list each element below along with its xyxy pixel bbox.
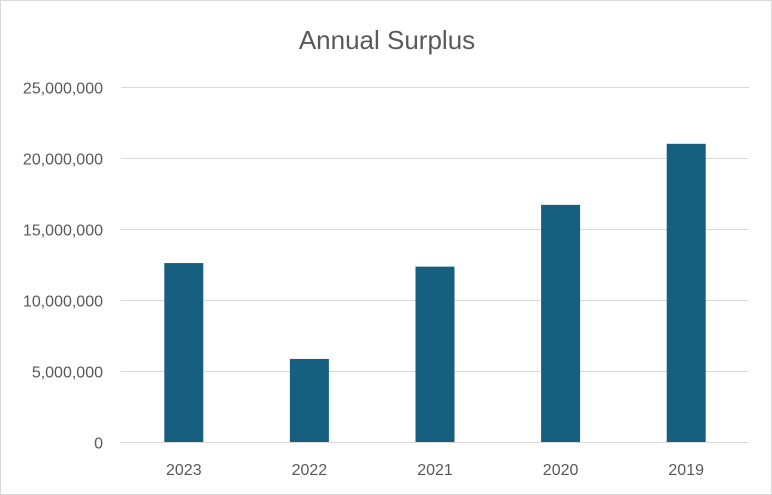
- bar-2021: [415, 266, 455, 442]
- x-tick-label: 2019: [668, 462, 704, 479]
- y-tick-label: 10,000,000: [23, 294, 103, 311]
- bar-2022: [289, 358, 329, 442]
- chart-title: Annual Surplus: [299, 25, 475, 55]
- y-axis-tick-labels: 0 5,000,000 10,000,000 15,000,000 20,000,000…: [23, 81, 103, 453]
- y-tick-label: 15,000,000: [23, 223, 103, 240]
- x-tick-label: 2021: [417, 462, 453, 479]
- bar-2023: [164, 263, 204, 442]
- y-tick-label: 20,000,000: [23, 152, 103, 169]
- x-tick-label: 2020: [543, 462, 579, 479]
- x-axis-tick-labels: 2023 2022 2021 2020 2019: [166, 462, 704, 479]
- x-tick-label: 2022: [292, 462, 328, 479]
- bar-2020: [541, 204, 581, 442]
- bar-2019: [666, 143, 706, 443]
- bars: [164, 143, 706, 443]
- y-tick-label: 0: [94, 436, 103, 453]
- y-tick-label: 5,000,000: [32, 365, 103, 382]
- x-tick-label: 2023: [166, 462, 202, 479]
- y-tick-label: 25,000,000: [23, 81, 103, 98]
